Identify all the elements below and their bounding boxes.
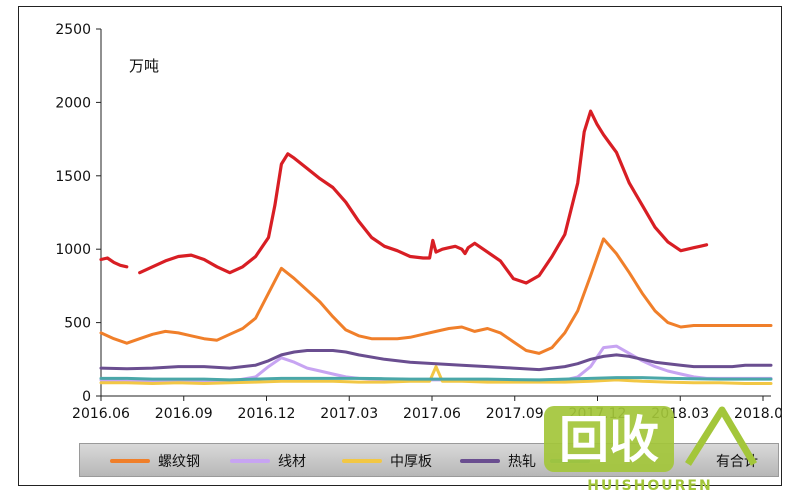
x-tick-label: 2016.09 [155, 406, 213, 422]
legend-label: 中厚板 [390, 454, 432, 470]
series-line-3 [99, 349, 773, 372]
legend-swatch [110, 459, 150, 463]
legend-item-plate: 中厚板 [342, 452, 432, 470]
y-tick-label: 500 [64, 316, 91, 332]
x-tick-label: 2017.06 [403, 406, 461, 422]
legend-item-hot-rolled: 热轧 [460, 452, 536, 470]
y-tick-label: 2500 [55, 22, 91, 38]
legend-item-rebar: 螺纹钢 [110, 452, 200, 470]
series-line-2 [99, 365, 773, 385]
logo-title: 回收 [559, 411, 659, 469]
logo-badge [544, 406, 674, 472]
legend-swatch [230, 459, 270, 463]
x-tick-label: 2018.06 [734, 406, 781, 422]
logo-peak-icon [685, 406, 758, 466]
watermark-logo: 回收 HUISHOUREN [544, 406, 758, 494]
legend-label: 热轧 [508, 454, 536, 470]
logo-subtitle: HUISHOUREN [587, 478, 712, 494]
legend-swatch [342, 459, 382, 463]
chart-frame: 0 500 1000 1500 2000 2500 2016.06 2016.09 2016.1… [18, 6, 782, 486]
legend-swatch [460, 459, 500, 463]
y-tick-label: 2000 [55, 95, 91, 111]
legend-label: 螺纹钢 [158, 454, 200, 470]
x-tick-label: 2016.12 [238, 406, 296, 422]
y-tick-label: 1000 [55, 242, 91, 258]
x-tick-label: 2017.03 [320, 406, 378, 422]
y-tick-label: 0 [82, 389, 91, 405]
series-line-5 [99, 109, 709, 285]
legend-label: 线材 [278, 454, 306, 470]
legend-item-wire: 线材 [230, 452, 306, 470]
series-line-4 [99, 376, 773, 382]
y-tick-label: 1500 [55, 169, 91, 185]
series-line-0 [99, 237, 773, 355]
x-tick-label: 2017.09 [486, 406, 544, 422]
x-tick-label: 2016.06 [72, 406, 130, 422]
unit-label: 万吨 [129, 57, 160, 75]
